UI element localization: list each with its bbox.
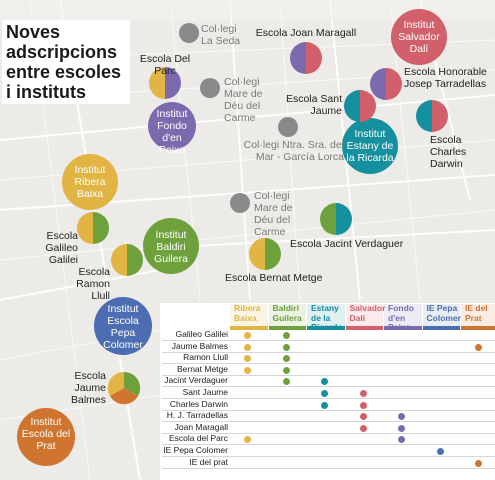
label-jacint: Escola Jacint Verdaguer xyxy=(290,238,404,250)
table-row-label: Charles Darwin xyxy=(169,398,228,409)
label-inst-ribera: Institut Ribera Baixa xyxy=(74,164,106,200)
table-dot-ribera xyxy=(244,355,251,363)
map-dot-del-parc xyxy=(149,67,181,99)
page-title: Noves adscripcions entre escoles i insti… xyxy=(2,20,130,104)
table-row-divider xyxy=(162,398,495,399)
table-dot-baldiri xyxy=(282,355,290,363)
column-header-peixo: Fondo d'en Peixo xyxy=(384,303,422,332)
map-inst-prat xyxy=(17,408,75,466)
column-header-prat: IE del Prat xyxy=(461,303,495,330)
column-header-ribera: Ribera Baixa xyxy=(230,303,268,330)
table-row-divider xyxy=(162,432,495,434)
map-dot-bernat xyxy=(249,238,281,270)
table-row-divider xyxy=(162,363,495,365)
column-header-dali: Salvador Dalí xyxy=(345,303,385,330)
label-bernat: Escola Bernat Metge xyxy=(225,272,323,284)
column-header-baldiri: Baldiri Guilera xyxy=(268,303,306,330)
table-row-label: Joan Maragall xyxy=(174,421,228,432)
map-dot-jacint xyxy=(320,203,352,235)
table-row-divider xyxy=(162,444,495,446)
label-col-la-seda: Col·legi La Seda xyxy=(201,23,241,47)
table-row-divider xyxy=(162,421,495,423)
map-inst-baldiri xyxy=(143,218,199,274)
table-dot-baldiri xyxy=(282,378,290,386)
map-dot-joan-maragall xyxy=(290,42,322,74)
map-inst-peixo xyxy=(148,102,196,150)
table-dot-pepa xyxy=(436,448,444,455)
table-row-divider xyxy=(162,386,495,388)
table-dot-peixo xyxy=(398,424,405,432)
table-dot-prat xyxy=(475,343,482,351)
table-dot-dali xyxy=(359,424,367,432)
column-header-ricarda: Estany de la Ricarda xyxy=(307,303,345,332)
label-ramon-llull: Escola Ramon Llull xyxy=(76,266,110,302)
table-dot-ricarda xyxy=(321,378,328,386)
map-dot-jaume-balmes xyxy=(107,371,141,405)
table-row-divider xyxy=(162,456,495,457)
label-inst-pepa: Institut Escola Pepa Colomer xyxy=(103,303,143,351)
table-row-label: Ramon Llull xyxy=(183,352,228,363)
table-dot-dali xyxy=(359,390,367,397)
table-dot-ricarda xyxy=(321,390,328,397)
label-sant-jaume: Escola Sant Jaume xyxy=(285,93,342,117)
map-inst-pepa xyxy=(94,297,152,355)
table-dot-ricarda xyxy=(321,401,328,409)
table-dot-ribera xyxy=(244,332,251,339)
map-dot-galileo xyxy=(77,212,109,244)
map-dot-sant-jaume xyxy=(344,90,376,122)
table-row-label: IE Pepa Colomer xyxy=(163,445,228,455)
map-dot-charles-darwin xyxy=(416,100,448,132)
map-inst-ricarda xyxy=(342,118,398,174)
label-inst-dali: Institut Salvador Dalí xyxy=(398,19,440,55)
table-dot-ribera xyxy=(244,436,251,444)
table-row-label: Jaume Balmes xyxy=(171,340,228,351)
label-jaume-balmes: Escola Jaume Balmes xyxy=(70,370,106,406)
label-galileo: Escola Galileo Galilei xyxy=(45,230,78,266)
table-row-divider xyxy=(162,467,495,469)
table-row-divider xyxy=(162,409,495,411)
map-dot-ramon-llull xyxy=(111,244,143,276)
table-row-label: IE del prat xyxy=(189,456,228,467)
label-mare-deu-1: Col·legi Mare de Déu del Carme xyxy=(224,76,263,124)
table-row-label: Galileo Galilei xyxy=(175,329,228,339)
table-dot-baldiri xyxy=(282,366,290,374)
label-inst-prat: Institut Escola del Prat xyxy=(21,416,71,452)
map-dot-garcia-lorca xyxy=(278,117,298,137)
table-row-label: H. J. Tarradellas xyxy=(166,410,228,421)
adscription-table: Ribera Baixa Baldiri Guilera Estany de la … xyxy=(160,303,495,480)
label-inst-ricarda: Institut Estany de la Ricarda xyxy=(346,128,394,164)
table-row-divider xyxy=(162,374,495,376)
table-dot-prat xyxy=(475,459,482,467)
table-dot-peixo xyxy=(398,413,405,421)
label-del-parc: Escola Del Parc xyxy=(139,53,191,77)
table-row-label: Sant Jaume xyxy=(182,387,228,397)
map-inst-ribera xyxy=(62,154,118,210)
map-dot-mare-deu-2 xyxy=(230,193,250,213)
table-dot-ribera xyxy=(244,366,251,374)
table-dot-dali xyxy=(359,413,367,421)
label-tarradellas: Escola Honorable Josep Tarradellas xyxy=(404,66,487,90)
table-dot-peixo xyxy=(398,436,405,444)
table-dot-baldiri xyxy=(282,343,290,351)
map-inst-dali xyxy=(391,9,447,65)
table-row-label: Bernat Metge xyxy=(176,363,228,374)
label-joan-maragall: Escola Joan Maragall xyxy=(255,27,357,39)
label-inst-baldiri: Institut Baldiri Guilera xyxy=(154,229,188,265)
table-dot-baldiri xyxy=(282,332,290,339)
label-garcia-lorca: Col·legi Ntra. Sra. del Mar - García Lor… xyxy=(243,139,344,163)
column-header-pepa: IE Pepa Colomer xyxy=(422,303,461,330)
table-row-divider xyxy=(162,351,495,353)
table-dot-ribera xyxy=(244,343,251,351)
table-row-label: Escola del Parc xyxy=(168,433,228,444)
label-charles-darwin: Escola Charles Darwin xyxy=(430,134,467,170)
label-mare-deu-2: Col·legi Mare de Déu del Carme xyxy=(254,190,293,238)
table-row-divider xyxy=(162,340,495,341)
map-dot-tarradellas xyxy=(370,68,402,100)
table-row-label: Jacint Verdaguer xyxy=(164,375,228,386)
map-dot-mare-deu-1 xyxy=(200,78,220,98)
table-dot-dali xyxy=(359,401,367,409)
label-inst-peixo: Institut Fondo d'en Peixo xyxy=(156,108,188,156)
map-dot-la-seda xyxy=(179,23,199,43)
